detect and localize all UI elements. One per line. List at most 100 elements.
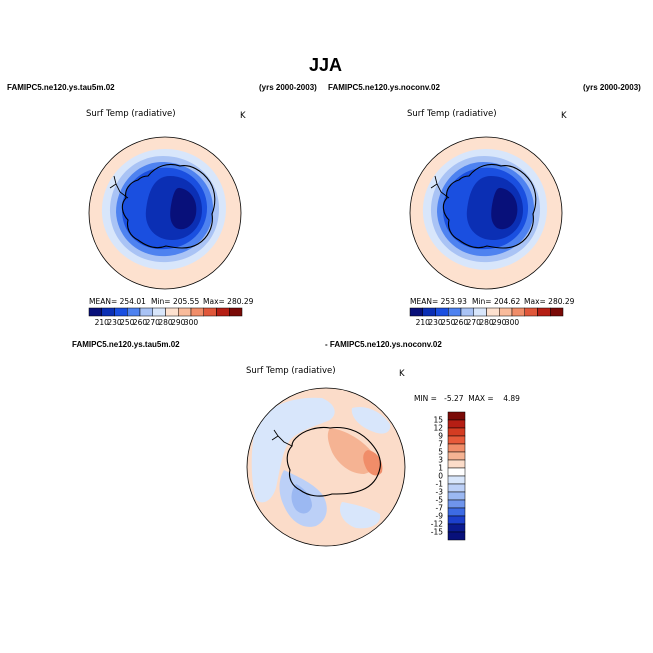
panel2-mean: MEAN= 253.93 <box>410 297 467 306</box>
panel3-colorbar-swatch <box>447 443 466 453</box>
panel2-map <box>410 137 562 289</box>
panel2-colorbar-swatch <box>537 307 551 317</box>
panel3-colorbar-tick-label: 12 <box>433 424 443 433</box>
panel1-colorbar-swatch <box>127 307 141 317</box>
panel3-colorbar-swatch <box>447 467 466 477</box>
panel3-peninsula <box>271 429 293 447</box>
panel2-colorbar-swatch <box>422 307 436 317</box>
panel2-coastline <box>442 163 537 249</box>
panel3-colorbar-tick-label: 1 <box>438 464 443 473</box>
panel2-colorbar-swatch <box>524 307 538 317</box>
panel3-colorbar-tick-label: -1 <box>436 480 444 489</box>
panel1-colorbar-swatch <box>190 307 204 317</box>
right-case-label: FAMIPC5.ne120.ys.noconv.02 <box>328 83 440 92</box>
panel3-pos-patch-interior <box>327 428 375 474</box>
panel2-colorbar-swatch <box>473 307 487 317</box>
panel3-colorbar-swatch <box>447 483 466 493</box>
panel3-colorbar-swatch <box>447 427 466 437</box>
panel2-colorbar-tick-label: 210 <box>416 318 431 327</box>
panel3-colorbar-swatch <box>447 451 466 461</box>
diff-right-case-label: - FAMIPC5.ne120.ys.noconv.02 <box>325 340 442 349</box>
panel3-colorbar-swatch <box>447 411 466 421</box>
panel3-colorbar-tick-label: -15 <box>431 528 443 537</box>
panel2-colorbar-swatch <box>499 307 513 317</box>
panel3-colorbar-tick-label: -7 <box>436 504 444 513</box>
panel1-colorbar-tick-label: 300 <box>184 318 199 327</box>
panel1-map-border <box>88 136 242 290</box>
panel1-colorbar-swatch <box>139 307 153 317</box>
panel2-colorbar-swatch <box>460 307 474 317</box>
panel2-colorbar-swatch <box>550 307 564 317</box>
panel1-coastline <box>121 163 216 249</box>
panel2-colorbar-swatch <box>486 307 500 317</box>
panel1-peninsula <box>109 175 129 199</box>
panel1-colorbar-swatch <box>229 307 243 317</box>
panel3-units: K <box>399 369 405 379</box>
panel2-colorbar-tick-label: 260 <box>454 318 469 327</box>
panel3-colorbar-tick-label: 3 <box>438 456 443 465</box>
panel2-variable-title: Surf Temp (radiative) <box>407 109 497 119</box>
panel1-colorbar-swatch <box>114 307 128 317</box>
panel1-units: K <box>240 111 246 121</box>
panel2-colorbar-swatch <box>448 307 462 317</box>
panel2-colorbar-tick-label: 230 <box>428 318 443 327</box>
panel2-units: K <box>561 111 567 121</box>
panel1-variable-title: Surf Temp (radiative) <box>86 109 176 119</box>
panel3-colorbar-tick-label: -3 <box>436 488 444 497</box>
panel2-colorbar-swatch <box>409 307 423 317</box>
diff-left-case-label: FAMIPC5.ne120.ys.tau5m.02 <box>72 340 180 349</box>
left-case-label: FAMIPC5.ne120.ys.tau5m.02 <box>7 83 115 92</box>
page-title: JJA <box>309 55 343 75</box>
panel1-colorbar-tick-label: 250 <box>120 318 135 327</box>
panel3-colorbar-swatch <box>447 459 466 469</box>
panel2-band-plateau <box>491 187 518 230</box>
panel3-colorbar-tick-label: 15 <box>433 416 443 425</box>
panel3-colorbar-swatch <box>447 531 466 541</box>
panel2-map-border <box>409 136 563 290</box>
panel3-colorbar-swatch <box>447 507 466 517</box>
panel3-colorbar-tick-label: -12 <box>431 520 443 529</box>
panel3-neg-patch-west <box>251 397 335 503</box>
panel1-colorbar-swatch <box>203 307 217 317</box>
panel1-map <box>89 137 241 289</box>
panel1-colorbar-swatch <box>152 307 166 317</box>
panel1-colorbar-tick-label: 210 <box>95 318 110 327</box>
panel1-max: Max= 280.29 <box>203 297 254 306</box>
panel1-colorbar-swatch <box>178 307 192 317</box>
panel1-mean: MEAN= 254.01 <box>89 297 146 306</box>
panel1-colorbar-tick-label: 290 <box>171 318 186 327</box>
panel2-peninsula <box>430 175 450 199</box>
panel3-colorbar-tick-label: 9 <box>438 432 443 441</box>
panel1-band-plateau <box>170 187 197 230</box>
panel1-min: Min= 205.55 <box>151 297 200 306</box>
panel3-colorbar-swatch <box>447 491 466 501</box>
panel2-min: Min= 204.62 <box>472 297 521 306</box>
panel1-colorbar-tick-label: 280 <box>158 318 173 327</box>
left-years-label: (yrs 2000-2003) <box>259 83 317 92</box>
panel3-colorbar-tick-label: 0 <box>438 472 443 481</box>
panel3-colorbar-swatch <box>447 475 466 485</box>
panel3-minmax: MIN = -5.27 MAX = 4.89 <box>414 394 520 403</box>
panel3-colorbar-tick-label: 7 <box>438 440 443 449</box>
panel3-colorbar-swatch <box>447 523 466 533</box>
panel3-colorbar-swatch <box>447 515 466 525</box>
panel3-colorbar-tick-label: -5 <box>436 496 444 505</box>
panel3-colorbar-tick-label: -9 <box>436 512 444 521</box>
panel2-colorbar-tick-label: 250 <box>441 318 456 327</box>
panel2-colorbar-tick-label: 300 <box>505 318 520 327</box>
panel1-colorbar-swatch <box>101 307 115 317</box>
panel2-colorbar-swatch <box>435 307 449 317</box>
panel2-colorbar-tick-label: 290 <box>492 318 507 327</box>
panel3-map-border <box>246 387 406 547</box>
right-years-label: (yrs 2000-2003) <box>583 83 641 92</box>
panel3-neg-patch-southeast <box>339 502 381 529</box>
panel1-colorbar-swatch <box>216 307 230 317</box>
panel2-max: Max= 280.29 <box>524 297 575 306</box>
panel3-colorbar-swatch <box>447 435 466 445</box>
panel3-colorbar-tick-label: 5 <box>438 448 443 457</box>
panel3-coastline <box>286 426 381 497</box>
